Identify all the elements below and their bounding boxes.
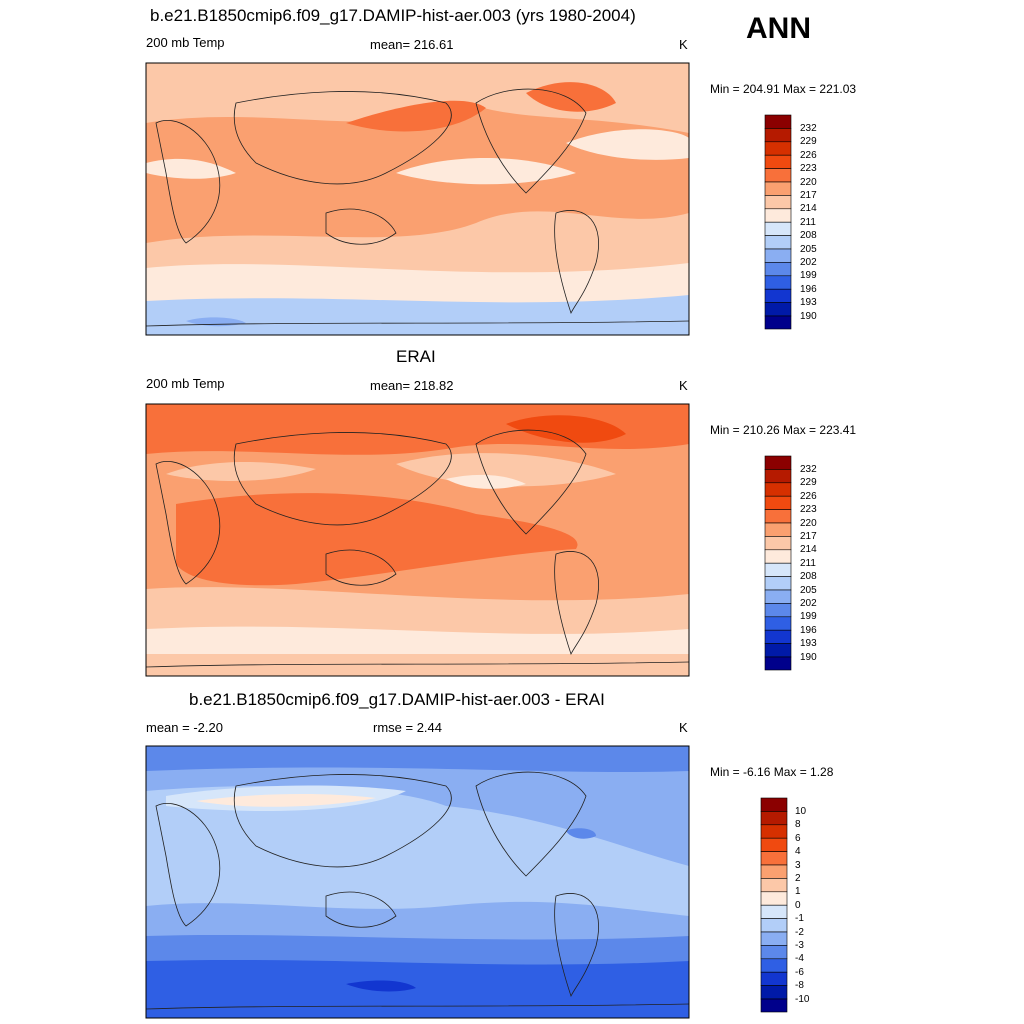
- panel2-cb-label: 208: [800, 571, 817, 582]
- panel3-colorbar-boxes: [760, 797, 788, 1013]
- panel2-cb-label: 217: [800, 531, 817, 542]
- panel3-map: [145, 745, 690, 1019]
- panel1-cb-label: 217: [800, 190, 817, 201]
- panel1-title: b.e21.B1850cmip6.f09_g17.DAMIP-hist-aer.…: [150, 6, 636, 25]
- panel2-cb-label: 214: [800, 544, 817, 555]
- panel2-cb-label: 193: [800, 638, 817, 649]
- panel1-minmax: Min = 204.91 Max = 221.03: [710, 82, 857, 96]
- panel2-cb-label: 232: [800, 464, 817, 475]
- panel1-colorbar-boxes: [764, 114, 792, 330]
- panel3-cb-label: 4: [795, 846, 801, 857]
- panel3-cb-label: -3: [795, 940, 804, 951]
- panel3-cb-label: 6: [795, 833, 801, 844]
- panel3-cb-label: 1: [795, 886, 801, 897]
- panel3-cb-label: -8: [795, 980, 804, 991]
- panel2-cb-label: 223: [800, 504, 817, 515]
- panel2-colorbar: [764, 455, 792, 671]
- panel3-rmse-label: rmse = 2.44: [373, 720, 443, 735]
- panel3-cb-label: -10: [795, 994, 810, 1005]
- panel2-variable-label: 200 mb Temp: [146, 376, 225, 391]
- panel3-cb-label: 10: [795, 806, 807, 817]
- panel1-mean-label: mean= 216.61: [370, 37, 454, 52]
- panel3-mean-label: mean = -2.20: [146, 720, 223, 735]
- panel2-cb-label: 199: [800, 611, 817, 622]
- panel1-cb-label: 199: [800, 270, 817, 281]
- panel1-variable-label: 200 mb Temp: [146, 35, 225, 50]
- panel2-title: ERAI: [396, 347, 436, 366]
- panel2-cb-label: 196: [800, 625, 817, 636]
- panel3-title: b.e21.B1850cmip6.f09_g17.DAMIP-hist-aer.…: [189, 690, 605, 709]
- panel1-cb-label: 226: [800, 150, 817, 161]
- panel3-minmax: Min = -6.16 Max = 1.28: [710, 765, 834, 779]
- panel1-cb-label: 220: [800, 177, 817, 188]
- panel2-cb-label: 211: [800, 558, 816, 569]
- panel1-cb-label: 223: [800, 163, 817, 174]
- panel1-cb-label: 190: [800, 311, 817, 322]
- panel2-minmax: Min = 210.26 Max = 223.41: [710, 423, 857, 437]
- panel1-colorbar: [764, 114, 792, 330]
- panel3-cb-label: -2: [795, 927, 804, 938]
- season-label: ANN: [746, 12, 811, 45]
- panel2-cb-label: 202: [800, 598, 817, 609]
- panel1-cb-label: 202: [800, 257, 817, 268]
- panel3-colorbar: [760, 797, 788, 1013]
- panel3-cb-label: 3: [795, 860, 801, 871]
- panel2-cb-label: 220: [800, 518, 817, 529]
- panel2-mean-label: mean= 218.82: [370, 378, 454, 393]
- panel2-colorbar-boxes: [764, 455, 792, 671]
- panel1-cb-label: 232: [800, 123, 817, 134]
- panel2-map: [145, 403, 690, 677]
- panel3-cb-label: -4: [795, 953, 804, 964]
- panel2-cb-label: 229: [800, 477, 817, 488]
- panel1-cb-label: 205: [800, 244, 817, 255]
- panel1-units: K: [679, 37, 688, 52]
- panel1-cb-label: 208: [800, 230, 817, 241]
- panel2-cb-label: 190: [800, 652, 817, 663]
- panel3-cb-label: -6: [795, 967, 804, 978]
- panel3-units: K: [679, 720, 688, 735]
- panel1-cb-label: 214: [800, 203, 817, 214]
- panel1-map: [145, 62, 690, 336]
- panel1-cb-label: 211: [800, 217, 816, 228]
- panel1-cb-label: 193: [800, 297, 817, 308]
- panel3-cb-label: -1: [795, 913, 804, 924]
- panel2-cb-label: 226: [800, 491, 817, 502]
- panel3-cb-label: 8: [795, 819, 801, 830]
- panel1-cb-label: 196: [800, 284, 817, 295]
- panel2-cb-label: 205: [800, 585, 817, 596]
- panel3-cb-label: 0: [795, 900, 801, 911]
- panel2-units: K: [679, 378, 688, 393]
- panel1-cb-label: 229: [800, 136, 817, 147]
- panel3-cb-label: 2: [795, 873, 801, 884]
